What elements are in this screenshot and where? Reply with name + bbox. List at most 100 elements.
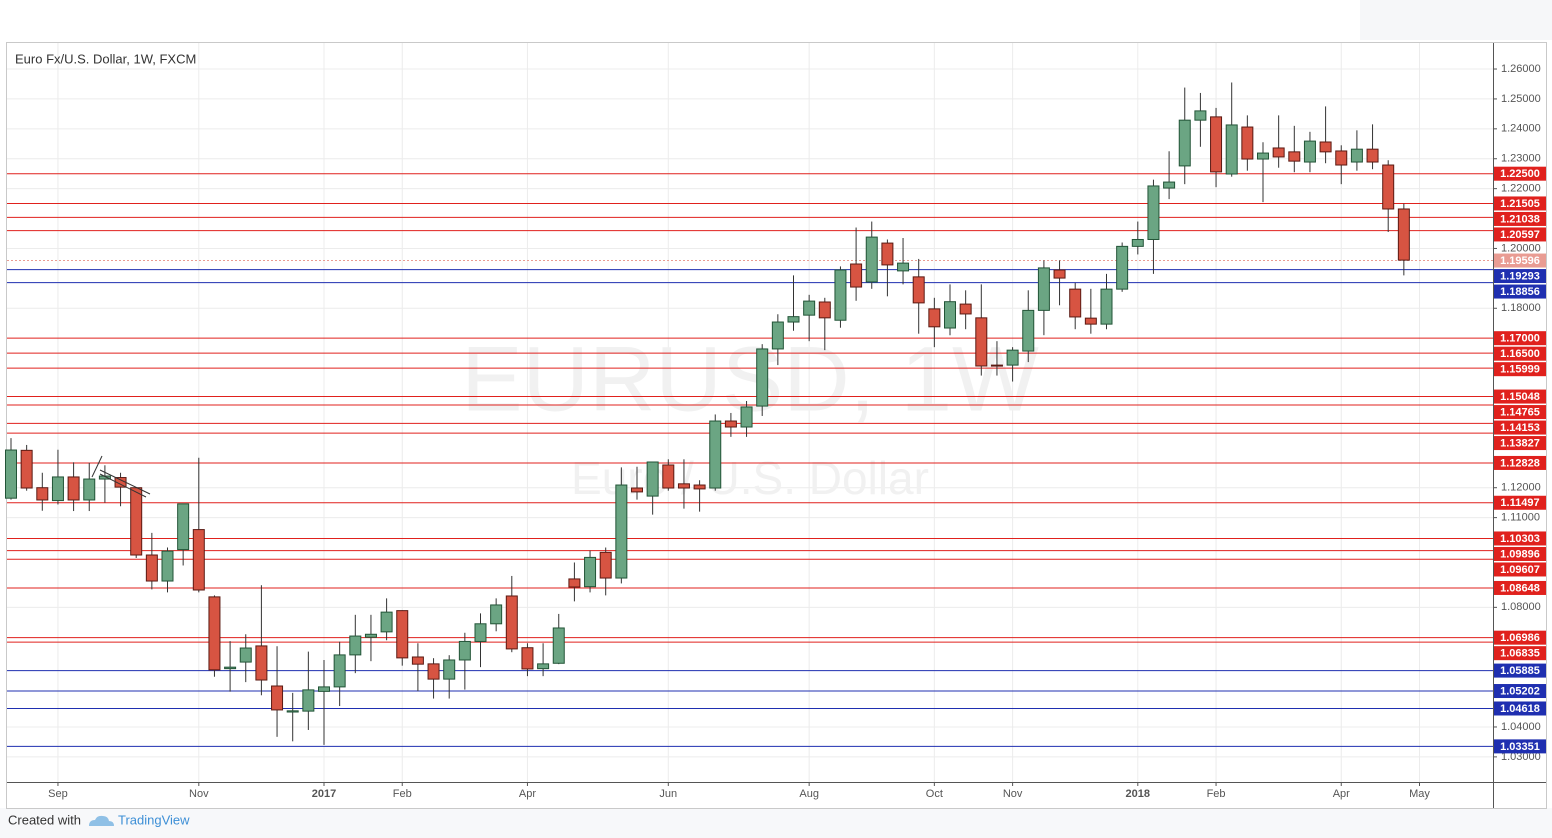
candle <box>1163 151 1176 200</box>
candle-body <box>834 269 847 321</box>
level-label: 1.16500 <box>1500 348 1540 360</box>
level-label-box <box>1494 684 1546 699</box>
candle-body <box>975 317 988 367</box>
candle <box>161 547 174 593</box>
x-tick-label: Aug <box>799 788 819 800</box>
candle-body <box>1006 349 1019 366</box>
candle-body <box>208 596 221 671</box>
candle <box>1303 131 1316 173</box>
logo-cloud[interactable] <box>89 815 114 826</box>
candle-body <box>458 640 471 661</box>
level-label-box <box>1494 420 1546 435</box>
candle <box>1037 260 1050 336</box>
candle <box>396 610 409 666</box>
candle-body <box>302 689 315 712</box>
level-label-box <box>1494 331 1546 346</box>
level-label-box <box>1494 546 1546 561</box>
candle-body <box>396 610 409 659</box>
candle <box>912 258 925 334</box>
candle <box>1319 106 1332 164</box>
chart-frame <box>6 42 1547 809</box>
candle-body <box>1257 152 1269 160</box>
candle <box>709 414 722 491</box>
level-label-box <box>1494 646 1546 661</box>
level-label: 1.14153 <box>1500 422 1540 434</box>
candle-body <box>1053 269 1066 279</box>
level-label-box <box>1494 495 1546 510</box>
level-label: 1.15999 <box>1500 364 1540 376</box>
level-label-box <box>1494 630 1546 645</box>
candle-body <box>787 316 800 323</box>
candle-body <box>756 348 769 407</box>
candle-body <box>599 551 612 579</box>
candle <box>1131 221 1144 255</box>
level-label-box <box>1494 701 1546 716</box>
y-tick-label: 1.04000 <box>1501 721 1541 733</box>
candle <box>865 221 878 289</box>
candle-body <box>145 554 158 582</box>
candle-body <box>865 236 878 283</box>
level-label-box <box>1494 455 1546 470</box>
candle <box>83 462 96 512</box>
candle-body <box>130 487 143 556</box>
candle <box>208 595 221 677</box>
candle-body <box>803 300 816 316</box>
candle <box>224 641 237 692</box>
candle-body <box>1084 317 1097 325</box>
drawing-line <box>91 455 103 478</box>
candle-body <box>818 301 831 319</box>
candle-body <box>286 710 299 713</box>
x-tick-label: Nov <box>1003 788 1023 800</box>
footer-brand[interactable]: TradingView <box>118 812 190 827</box>
candle-body <box>709 420 722 489</box>
candle-body <box>177 503 190 551</box>
level-label: 1.21038 <box>1500 213 1540 225</box>
candle <box>615 467 628 584</box>
trendline-drawing <box>91 455 151 498</box>
x-tick-label: Feb <box>393 788 412 800</box>
candle-body <box>1225 124 1238 175</box>
level-label: 1.12828 <box>1500 457 1540 469</box>
candle <box>1272 115 1285 168</box>
y-tick-label: 1.12000 <box>1501 482 1541 494</box>
candle <box>818 297 831 351</box>
level-label: 1.06835 <box>1500 648 1540 660</box>
candle-body <box>1069 288 1082 318</box>
tradingview-logo[interactable] <box>89 815 114 826</box>
candle <box>662 459 675 491</box>
level-label: 1.06986 <box>1500 632 1540 644</box>
level-label: 1.09607 <box>1500 564 1540 576</box>
candle <box>599 547 612 596</box>
footer-bar <box>0 808 1552 838</box>
candle-body <box>990 364 1003 367</box>
candle <box>740 400 753 437</box>
candle-body <box>318 686 330 692</box>
candle-body <box>646 461 659 497</box>
candle <box>677 459 690 509</box>
candle <box>537 643 550 677</box>
candle-body <box>521 647 534 670</box>
x-tick-label: May <box>1409 788 1430 800</box>
level-label-box <box>1494 284 1546 299</box>
candle <box>67 462 80 512</box>
candle <box>490 598 503 632</box>
candle <box>1335 145 1348 185</box>
candle-body <box>1350 148 1363 163</box>
candle <box>928 297 941 348</box>
candle-body <box>1022 309 1035 352</box>
candle <box>458 632 471 690</box>
candle-body <box>850 263 863 288</box>
y-tick-label: 1.08000 <box>1501 601 1541 613</box>
candle-body <box>505 595 518 650</box>
candle-body <box>1100 288 1113 325</box>
candle-body <box>724 420 737 428</box>
candle <box>286 692 299 742</box>
candle <box>521 643 534 677</box>
level-label-box <box>1494 253 1546 268</box>
candle <box>349 614 362 674</box>
level-label: 1.15048 <box>1500 391 1540 403</box>
candle <box>1382 160 1395 233</box>
x-tick-label: Nov <box>189 788 209 800</box>
y-tick-label: 1.26000 <box>1501 63 1541 75</box>
